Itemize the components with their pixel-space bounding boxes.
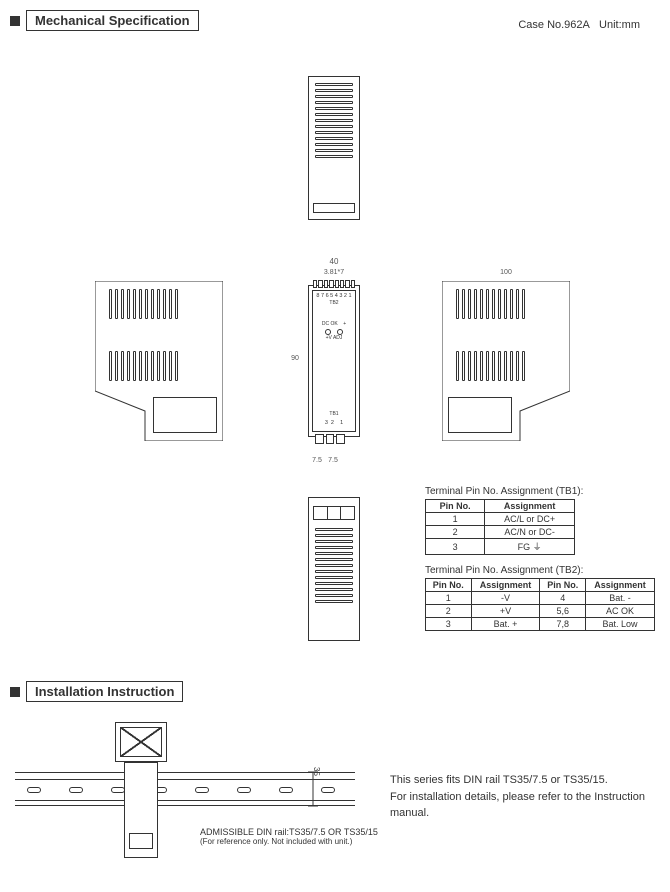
tb2-c: 2 <box>426 605 472 618</box>
tb1-c: FG ⏚ <box>485 539 575 555</box>
plus-label: + <box>343 321 346 327</box>
admissible-sub: (For reference only. Not included with u… <box>200 837 400 846</box>
tb2-title: Terminal Pin No. Assignment (TB2): <box>425 565 655 576</box>
bullet-square <box>10 16 20 26</box>
tb2-c: -V <box>471 592 540 605</box>
tb1-c: 3 <box>426 539 485 555</box>
dim-100: 100 <box>442 269 570 276</box>
pin-tables: Terminal Pin No. Assignment (TB1): Pin N… <box>425 486 655 641</box>
install-line1: This series fits DIN rail TS35/7.5 or TS… <box>390 772 670 789</box>
tb2-c: Bat. Low <box>586 618 655 631</box>
tb1-pins: 3 2 1 <box>313 420 355 427</box>
dim-75a: 7.5 <box>310 457 324 464</box>
tb1-c: 1 <box>426 513 485 526</box>
admissible-line: ADMISSIBLE DIN rail:TS35/7.5 OR TS35/15 <box>200 827 400 837</box>
tb2-c: Bat. + <box>471 618 540 631</box>
tb2-pins: 8 7 6 5 4 3 2 1 <box>313 293 355 300</box>
tb1-h1: Assignment <box>485 500 575 513</box>
tb2-c: 7,8 <box>540 618 586 631</box>
tb1-c: AC/L or DC+ <box>485 513 575 526</box>
dim-75b: 7.5 <box>326 457 340 464</box>
install-device <box>110 722 172 862</box>
section-title-2: Installation Instruction <box>26 681 183 702</box>
tb2-h1: Assignment <box>471 579 540 592</box>
tb2-label: TB2 <box>313 300 355 307</box>
dim-pitch: 3.81*7 <box>308 269 360 276</box>
tb2-table: Pin No. Assignment Pin No. Assignment 1 … <box>425 578 655 631</box>
drawings-area: 40 3.81*7 8 7 6 5 4 3 2 1 TB2 DC OK + <box>10 41 660 681</box>
tb2-c: AC OK <box>586 605 655 618</box>
unit: Unit:mm <box>599 19 640 31</box>
drawing-top-view <box>308 76 360 220</box>
drawing-front-view: 8 7 6 5 4 3 2 1 TB2 DC OK + +V ADJ TB1 3… <box>308 285 360 437</box>
install-line2: For installation details, please refer t… <box>390 789 670 822</box>
tb1-c: 2 <box>426 526 485 539</box>
tb2-c: 4 <box>540 592 586 605</box>
install-area: 35 ADMISSIBLE DIN rail:TS35/7.5 OR TS35/… <box>10 712 660 882</box>
tb2-c: Bat. - <box>586 592 655 605</box>
dcok-label: DC OK <box>322 321 338 327</box>
tb1-title: Terminal Pin No. Assignment (TB1): <box>425 486 655 497</box>
section-title: Mechanical Specification <box>26 10 199 31</box>
tb2-c: 1 <box>426 592 472 605</box>
tb1-h0: Pin No. <box>426 500 485 513</box>
dim-90: 90 <box>286 355 304 362</box>
bullet-square <box>10 687 20 697</box>
tb2-h0: Pin No. <box>426 579 472 592</box>
tb1-label: TB1 <box>313 411 355 418</box>
admissible-text: ADMISSIBLE DIN rail:TS35/7.5 OR TS35/15 … <box>200 827 400 846</box>
section-header-installation: Installation Instruction <box>10 681 660 702</box>
tb2-h2: Pin No. <box>540 579 586 592</box>
tb2-h3: Assignment <box>586 579 655 592</box>
dim-40: 40 <box>308 257 360 266</box>
install-text: This series fits DIN rail TS35/7.5 or TS… <box>390 772 670 822</box>
tb1-c: AC/N or DC- <box>485 526 575 539</box>
drawing-bottom-view <box>308 497 360 641</box>
tb2-c: 3 <box>426 618 472 631</box>
vadj-label: +V ADJ <box>313 335 355 342</box>
drawing-side-right <box>442 281 570 441</box>
case-no: Case No.962A <box>518 19 590 31</box>
tb1-table: Pin No. Assignment 1AC/L or DC+ 2AC/N or… <box>425 499 575 555</box>
tb2-c: 5,6 <box>540 605 586 618</box>
tb2-c: +V <box>471 605 540 618</box>
drawing-side-left <box>95 281 223 441</box>
